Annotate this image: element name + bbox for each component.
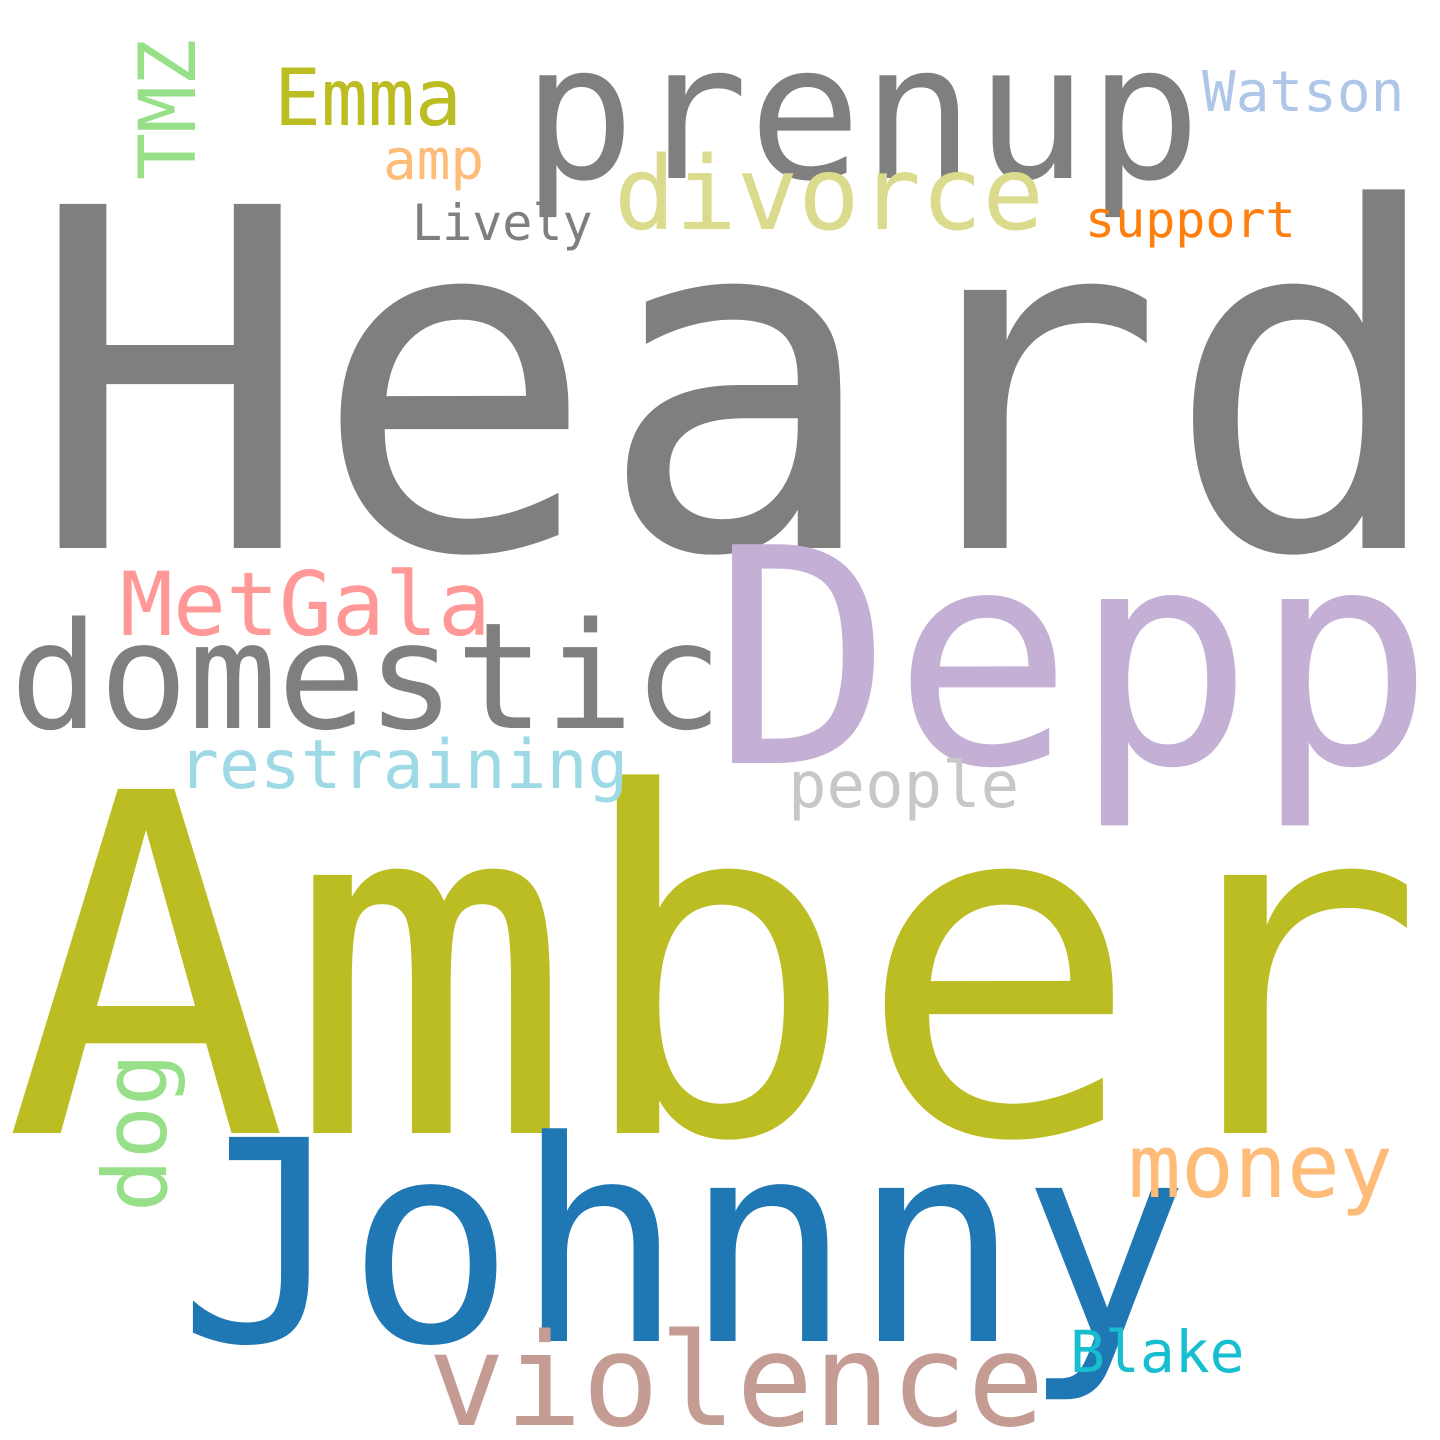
word-prenup: prenup: [522, 4, 1202, 223]
word-lively: Lively: [412, 194, 593, 252]
word-depp: Depp: [712, 485, 1435, 834]
word-money: money: [1128, 1115, 1393, 1218]
word-dog: dog: [84, 1053, 187, 1212]
word-johnny: Johnny: [178, 1082, 1190, 1408]
word-divorce: divorce: [614, 135, 1044, 254]
word-heard: Heard: [28, 111, 1440, 660]
word-domestic: domestic: [10, 591, 723, 763]
word-amp: amp: [383, 128, 485, 193]
word-watson: Watson: [1202, 60, 1405, 125]
word-people: people: [788, 749, 1020, 823]
word-amber: Amber: [4, 696, 1425, 1245]
word-emma: Emma: [274, 54, 462, 144]
word-support: support: [1085, 191, 1296, 249]
word-violence: violence: [428, 1307, 1045, 1440]
word-restraining: restraining: [178, 726, 629, 805]
word-metgala: MetGala: [120, 553, 491, 656]
word-blake: Blake: [1070, 1318, 1245, 1386]
word-tmz: TMZ: [124, 39, 214, 180]
